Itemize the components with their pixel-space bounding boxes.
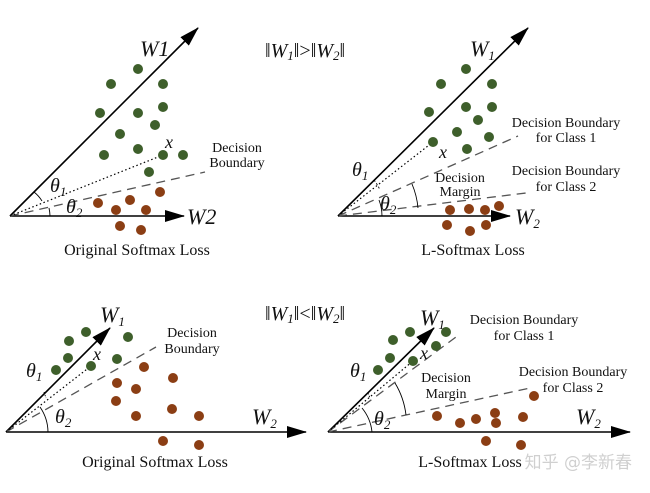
theta1-arc (33, 191, 43, 202)
decision-boundary-label-line2: Boundary (209, 156, 264, 171)
panel-caption: Original Softmax Loss (82, 454, 228, 471)
panel-caption: L-Softmax Loss (421, 242, 525, 259)
w1-label-text: W1 (140, 36, 169, 61)
class1-points (51, 327, 133, 375)
decision-margin-label-line1: Decision (421, 371, 471, 386)
decision-margin-label-line2: Margin (440, 185, 481, 200)
x-feature-vector (5, 365, 92, 433)
decision-boundary-line (9, 171, 206, 217)
decision-margin-arc (394, 382, 407, 416)
w2-label-text: W2 (187, 204, 216, 229)
boundary-class2-label-line1: Decision Boundary (512, 164, 620, 179)
class2-points (442, 201, 504, 236)
condition-bottom-text: ‖W1‖<‖W2‖ (265, 303, 345, 326)
class1-points (373, 327, 451, 375)
panel-bottom-left: W1 W2 x θ1 θ2 Decision Boundary Original… (5, 302, 307, 471)
w1-label: W1 (100, 302, 125, 329)
panel-top-right: W1 W2 x θ1 θ2 Decision Boundary for Clas… (337, 27, 620, 259)
x-feature-vector (337, 141, 434, 217)
boundary-class1-label-line2: for Class 1 (536, 131, 597, 146)
panel-bottom-right: W1 W2 x θ1 θ2 Decision Boundary for Clas… (327, 305, 631, 471)
decision-boundary-label-line1: Decision (212, 141, 262, 156)
w1-vector-arrow (5, 327, 111, 433)
class2-points (432, 391, 539, 450)
w1-label: W1 (140, 36, 169, 61)
boundary-class2-label-line2: for Class 2 (543, 381, 604, 396)
boundary-class1-label-line1: Decision Boundary (512, 116, 620, 131)
decision-boundary-class1-line (337, 135, 519, 217)
theta2-arc (39, 406, 49, 433)
theta1-label: θ1 (352, 159, 368, 183)
theta1-arc (367, 392, 371, 399)
boundary-class1-label-line1: Decision Boundary (470, 313, 578, 328)
class1-points (424, 64, 497, 154)
class2-points (111, 362, 204, 450)
panel-caption: Original Softmax Loss (64, 242, 210, 259)
class2-points (93, 187, 165, 235)
panel-caption: L-Softmax Loss (418, 454, 522, 471)
theta1-arc (43, 391, 47, 399)
theta2-label: θ2 (374, 408, 391, 432)
w1-label: W1 (420, 305, 445, 332)
theta1-label: θ1 (50, 175, 66, 199)
w1-vector-arrow (337, 27, 529, 217)
x-feature-vector (327, 360, 414, 433)
w2-label: W2 (576, 404, 601, 431)
theta1-arc (373, 179, 381, 191)
w2-label: W2 (515, 204, 540, 231)
theta2-arc (378, 199, 383, 217)
theta2-label: θ2 (55, 406, 72, 430)
decision-margin-label-line1: Decision (435, 171, 485, 186)
w1-vector-arrow (327, 327, 435, 433)
boundary-class2-label-line2: for Class 2 (536, 180, 597, 195)
w1-vector-arrow (9, 27, 199, 217)
panel-top-left: W1 W2 x θ1 θ2 Decision Boundary Original… (9, 27, 265, 259)
decision-boundary-label-line1: Decision (167, 326, 217, 341)
x-label: x (92, 344, 101, 364)
class1-points (95, 64, 188, 177)
w2-label: W2 (187, 204, 216, 229)
x-label: x (164, 132, 173, 152)
decision-boundary-class2-line (337, 192, 527, 217)
theta2-label: θ2 (380, 193, 397, 217)
theta2-label: θ2 (66, 196, 83, 220)
w1-label: W1 (470, 36, 495, 63)
condition-top: ‖W1‖>‖W2‖ (265, 40, 345, 63)
decision-boundary-class2-line (327, 387, 531, 433)
x-label: x (419, 343, 428, 363)
theta1-label: θ1 (26, 360, 42, 384)
boundary-class1-label-line2: for Class 1 (494, 329, 555, 344)
boundary-class2-label-line1: Decision Boundary (519, 365, 627, 380)
condition-top-text: ‖W1‖>‖W2‖ (265, 40, 345, 63)
decision-margin-label-line2: Margin (426, 387, 467, 402)
x-label: x (438, 142, 447, 162)
x-feature-vector (9, 154, 164, 217)
decision-boundary-label-line2: Boundary (164, 342, 219, 357)
decision-boundary-line (5, 346, 157, 433)
watermark: 知乎 @李新春 (525, 453, 632, 473)
w2-label: W2 (252, 404, 277, 431)
theta2-arc (48, 207, 51, 217)
theta1-label: θ1 (350, 360, 366, 384)
theta2-arc (361, 407, 373, 433)
decision-margin-arc (411, 183, 419, 209)
condition-bottom: ‖W1‖<‖W2‖ (265, 303, 345, 326)
